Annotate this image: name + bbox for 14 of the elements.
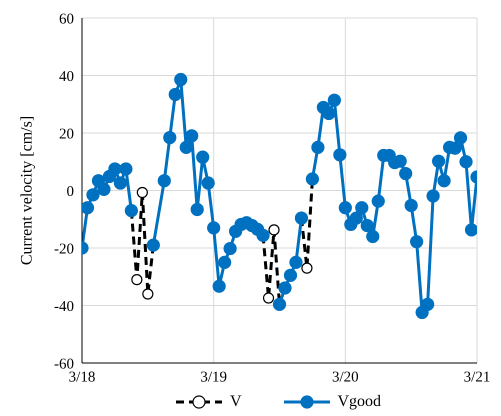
legend-label: Vgood	[338, 393, 382, 411]
y-tick-label: 20	[59, 126, 74, 142]
y-tick-label: -60	[54, 356, 74, 372]
x-tick-label: 3/20	[332, 370, 359, 386]
y-tick-label: 60	[59, 11, 74, 28]
y-tick-label: -40	[54, 298, 74, 315]
x-tick-label: 3/18	[68, 370, 96, 386]
x-tick-label: 3/21	[464, 370, 490, 386]
x-tick-label: 3/19	[200, 370, 228, 386]
y-tick-label: 0	[66, 184, 74, 200]
legend-label: V	[230, 393, 242, 411]
y-tick-label: 40	[59, 68, 74, 85]
y-axis-title: Current velocity [cm/s]	[18, 116, 36, 266]
y-tick-label: -20	[54, 241, 74, 258]
